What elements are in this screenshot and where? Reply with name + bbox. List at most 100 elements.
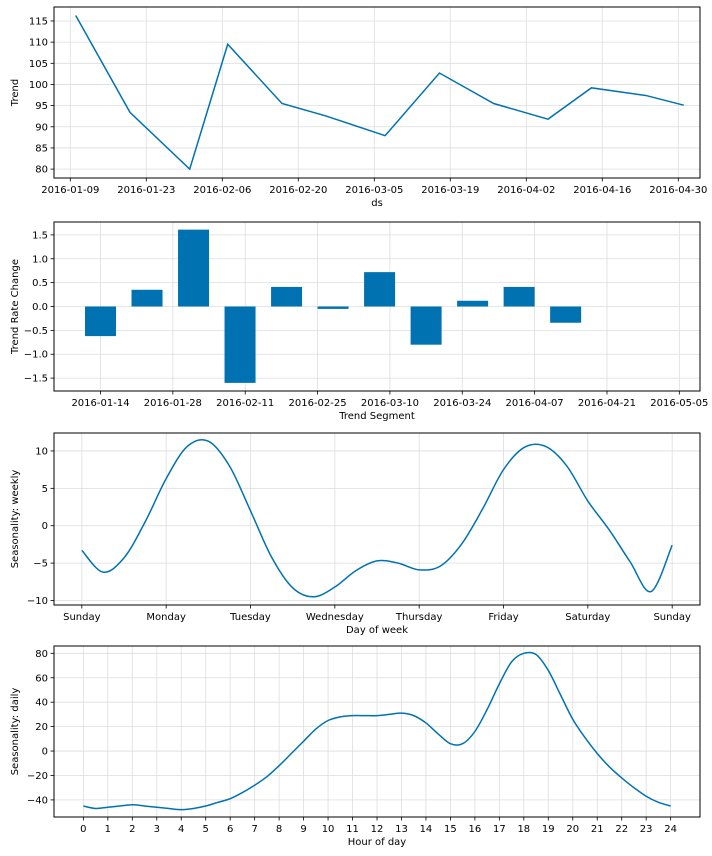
x-axis-label: Hour of day bbox=[348, 837, 407, 848]
y-tick-label: 0.0 bbox=[32, 302, 48, 313]
y-tick-label: −1.0 bbox=[24, 350, 48, 361]
x-axis: 0 1 2 3 4 5 6 7 8 9 10 11 12 13 14 15 16 17 18 19 20 21 22 23 24… bbox=[80, 817, 677, 848]
bar bbox=[85, 306, 117, 337]
x-tick-label: 2016-04-21 bbox=[578, 398, 636, 409]
y-tick-label: 80 bbox=[35, 165, 48, 176]
x-tick-label: 5 bbox=[203, 824, 209, 835]
x-tick-label: 9 bbox=[300, 824, 306, 835]
bar bbox=[178, 229, 210, 307]
x-axis: Sunday Monday Tuesday Wednesday Thursday Frid… bbox=[63, 605, 691, 636]
y-tick-label: 20 bbox=[35, 722, 48, 733]
bar bbox=[317, 306, 349, 309]
y-axis-label: Seasonality: weekly bbox=[10, 470, 21, 569]
x-tick-label: Thursday bbox=[395, 612, 443, 623]
bar bbox=[550, 306, 582, 323]
y-axis-label: Trend bbox=[10, 79, 21, 107]
x-tick-label: 2016-02-20 bbox=[269, 185, 327, 196]
x-tick-label: 1 bbox=[105, 824, 111, 835]
x-tick-label: 12 bbox=[371, 824, 384, 835]
grid bbox=[54, 7, 700, 178]
y-axis: 80 85 90 95 100 105 110 115 Trend bbox=[10, 16, 54, 176]
grid bbox=[54, 433, 700, 605]
y-tick-label: −5 bbox=[33, 559, 48, 570]
bar bbox=[131, 289, 163, 307]
x-tick-label: 2016-02-11 bbox=[216, 398, 274, 409]
x-tick-label: 2016-01-28 bbox=[144, 398, 202, 409]
grid bbox=[54, 646, 700, 817]
y-tick-label: 90 bbox=[35, 122, 48, 133]
y-axis-label: Seasonality: daily bbox=[10, 688, 21, 776]
x-tick-label: 13 bbox=[395, 824, 408, 835]
x-tick-label: 0 bbox=[80, 824, 86, 835]
x-tick-label: 24 bbox=[664, 824, 677, 835]
x-tick-label: 2016-04-30 bbox=[649, 185, 707, 196]
x-tick-label: 22 bbox=[615, 824, 628, 835]
x-tick-label: 21 bbox=[591, 824, 604, 835]
y-axis: −10 −5 0 5 10 Seasonality: weekly bbox=[10, 446, 54, 607]
x-tick-label: 2016-01-14 bbox=[71, 398, 129, 409]
x-tick-label: 2016-04-16 bbox=[573, 185, 631, 196]
x-tick-label: 17 bbox=[493, 824, 506, 835]
x-tick-label: 14 bbox=[420, 824, 433, 835]
y-tick-label: 40 bbox=[35, 698, 48, 709]
y-tick-label: 115 bbox=[29, 16, 48, 27]
x-tick-label: 2016-04-02 bbox=[497, 185, 555, 196]
x-tick-label: 20 bbox=[566, 824, 579, 835]
x-tick-label: 23 bbox=[640, 824, 653, 835]
x-axis-label: ds bbox=[371, 198, 383, 209]
x-axis: 2016-01-09 2016-01-23 2016-02-06 2016-02-20… bbox=[41, 178, 707, 209]
x-tick-label: Sunday bbox=[653, 612, 690, 623]
x-tick-label: 2 bbox=[129, 824, 135, 835]
bar bbox=[503, 286, 535, 307]
x-tick-label: 6 bbox=[227, 824, 233, 835]
bar bbox=[457, 300, 489, 307]
x-tick-label: Tuesday bbox=[229, 612, 271, 623]
x-tick-label: 15 bbox=[444, 824, 457, 835]
y-tick-label: 110 bbox=[29, 38, 48, 49]
x-tick-label: 10 bbox=[322, 824, 335, 835]
x-axis-label: Trend Segment bbox=[338, 411, 415, 422]
axes-frame bbox=[53, 432, 701, 606]
x-tick-label: 11 bbox=[346, 824, 359, 835]
axes-frame bbox=[53, 6, 701, 179]
x-tick-label: 3 bbox=[154, 824, 160, 835]
x-tick-label: Sunday bbox=[63, 612, 100, 623]
x-tick-label: 2016-03-05 bbox=[345, 185, 403, 196]
y-tick-label: −1.5 bbox=[24, 374, 48, 385]
y-tick-label: 0.5 bbox=[32, 278, 48, 289]
chart-panel-2: 2016-01-14 2016-01-28 2016-02-11 2016-02-25… bbox=[10, 221, 708, 422]
y-tick-label: 1.0 bbox=[32, 254, 48, 265]
y-tick-label: −10 bbox=[27, 596, 48, 607]
x-tick-label: 2016-03-19 bbox=[421, 185, 479, 196]
y-tick-label: −20 bbox=[27, 771, 48, 782]
bar bbox=[224, 306, 256, 383]
y-tick-label: 5 bbox=[42, 484, 48, 495]
y-axis: −40 −20 0 20 40 60 80 Seasonality: daily bbox=[10, 649, 54, 806]
x-tick-label: 18 bbox=[517, 824, 530, 835]
x-tick-label: 7 bbox=[251, 824, 257, 835]
y-tick-label: −0.5 bbox=[24, 326, 48, 337]
y-tick-label: 95 bbox=[35, 101, 48, 112]
x-tick-label: 2016-03-24 bbox=[433, 398, 491, 409]
bar bbox=[410, 306, 442, 345]
chart-panel-1: 2016-01-09 2016-01-23 2016-02-06 2016-02-20… bbox=[10, 6, 707, 209]
x-tick-label: 19 bbox=[542, 824, 555, 835]
x-tick-label: 4 bbox=[178, 824, 184, 835]
y-axis: −1.5 −1.0 −0.5 0.0 0.5 1.0 1.5 Trend Rate Chang… bbox=[10, 230, 54, 385]
series-line bbox=[75, 15, 684, 171]
x-tick-label: 2016-01-23 bbox=[117, 185, 175, 196]
y-tick-label: 100 bbox=[29, 80, 48, 91]
x-tick-label: Monday bbox=[146, 612, 186, 623]
x-tick-label: Wednesday bbox=[306, 612, 364, 623]
x-tick-label: Saturday bbox=[565, 612, 610, 623]
y-tick-label: −40 bbox=[27, 795, 48, 806]
x-tick-label: 2016-03-10 bbox=[361, 398, 419, 409]
chart-panel-3: Sunday Monday Tuesday Wednesday Thursday Frid… bbox=[10, 432, 701, 636]
y-tick-label: 80 bbox=[35, 649, 48, 660]
series-line bbox=[81, 439, 673, 598]
x-tick-label: 2016-02-25 bbox=[289, 398, 347, 409]
y-tick-label: 1.5 bbox=[32, 230, 48, 241]
x-tick-label: 2016-01-09 bbox=[41, 185, 99, 196]
y-tick-label: 0 bbox=[42, 521, 48, 532]
